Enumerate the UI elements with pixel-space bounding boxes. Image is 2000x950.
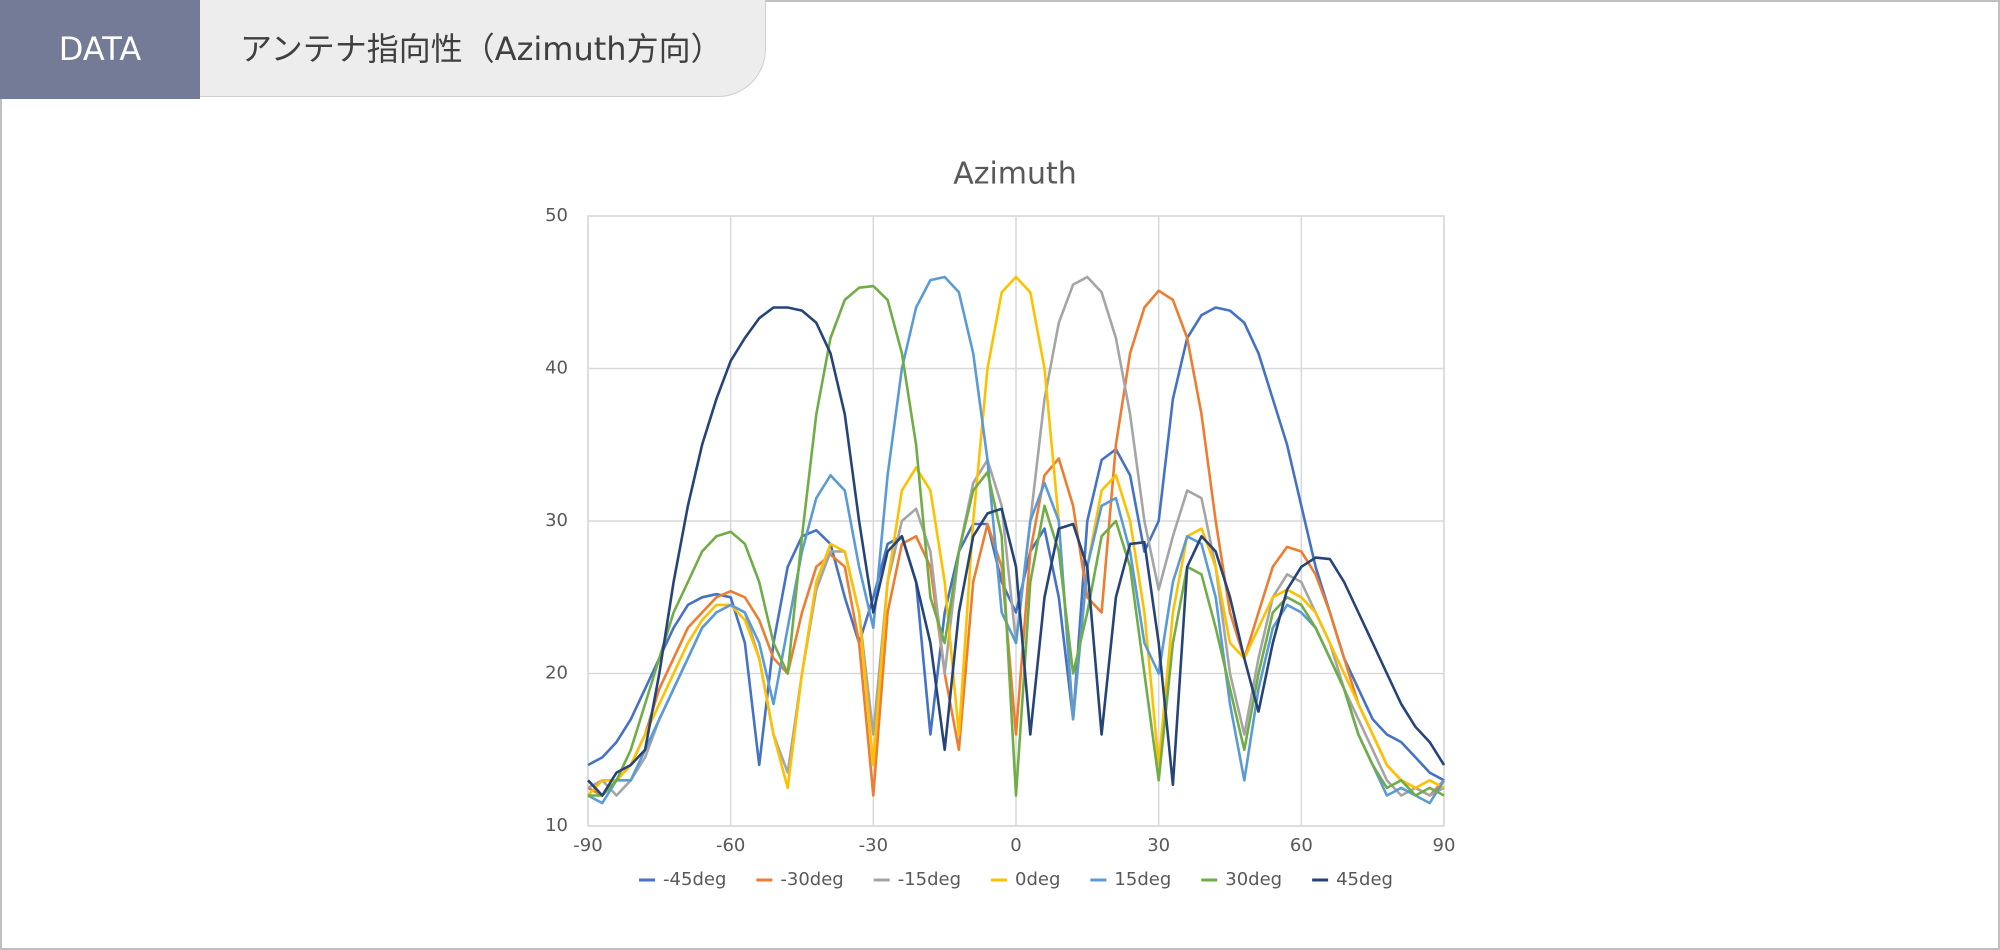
x-tick-label: 90	[1433, 835, 1456, 856]
y-tick-label: 40	[545, 358, 568, 379]
y-tick-label: 30	[545, 510, 568, 531]
series-line	[587, 306, 1445, 782]
slide-title: アンテナ指向性（Azimuth方向）	[200, 0, 766, 97]
x-tick-label: 60	[1290, 835, 1313, 856]
x-tick-label: -60	[716, 835, 745, 856]
chart-title: Azimuth	[953, 157, 1077, 192]
legend-label: -45deg	[663, 869, 726, 890]
legend-label: -15deg	[898, 869, 961, 890]
y-tick-label: 50	[545, 205, 568, 226]
series-line	[587, 275, 1446, 805]
legend-label: -30deg	[780, 869, 843, 890]
x-tick-label: 0	[1010, 835, 1021, 856]
x-tick-label: -30	[859, 835, 888, 856]
legend-label: 15deg	[1114, 869, 1171, 890]
legend-label: 45deg	[1336, 869, 1393, 890]
series-line	[587, 289, 1445, 797]
plot-border	[587, 215, 1445, 827]
x-tick-label: 30	[1147, 835, 1170, 856]
section-label: DATA	[0, 0, 200, 99]
legend-label: 0deg	[1015, 869, 1060, 890]
y-tick-label: 20	[545, 663, 568, 684]
legend-label: 30deg	[1225, 869, 1282, 890]
series-line	[587, 306, 1446, 797]
series-line	[588, 284, 1445, 797]
y-tick-label: 10	[545, 815, 568, 836]
x-tick-label: -90	[573, 835, 602, 856]
